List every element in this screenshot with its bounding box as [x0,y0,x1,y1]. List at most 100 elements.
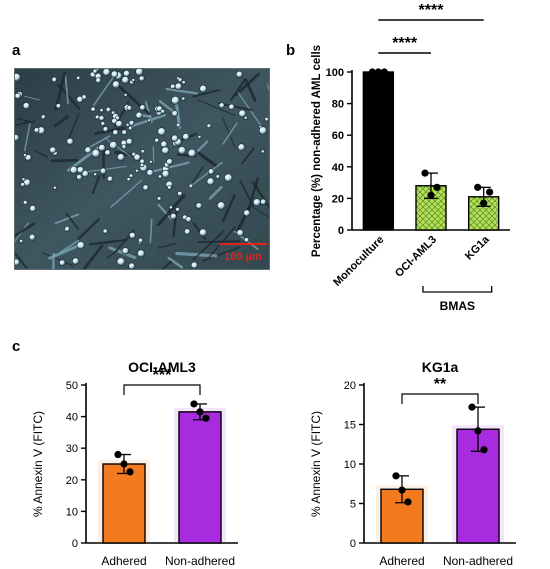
cell [146,169,154,177]
cell [104,149,111,156]
data-point [486,188,494,196]
cell-process [23,95,40,101]
cell [252,198,261,207]
group-bracket [422,286,493,293]
cell [98,115,105,122]
cell [121,76,130,84]
y-tick-label: 20 [344,380,356,392]
cell-process [192,230,225,261]
data-point [427,191,435,199]
significance-label: ** [434,376,447,393]
cell [156,196,162,201]
y-axis-label: % Annexin V (FITC) [309,411,323,517]
significance-label: **** [419,2,445,19]
y-tick-label: 0 [338,225,344,237]
data-point [433,183,441,191]
cell [135,111,143,119]
cell-process [255,208,269,218]
cell [128,232,136,239]
y-axis-label: Percentage (%) non-adhered AML cells [311,45,323,257]
y-tick-label: 20 [332,193,344,205]
cell [177,146,187,155]
cell [139,162,145,168]
data-point [468,403,476,411]
y-tick-label: 10 [344,459,356,471]
significance-label: *** [153,367,172,384]
cell [112,129,119,136]
cell-process [110,179,143,208]
cell [58,259,66,267]
cell-process [24,122,31,152]
cell-process [114,150,136,158]
cell [125,122,130,127]
cell [217,201,226,210]
cell [170,212,177,220]
y-tick-label: 0 [350,538,356,550]
cell [197,135,202,139]
cell [131,78,136,83]
cell [215,174,221,179]
cell [161,146,170,155]
cell-process [221,116,236,149]
cell-process [157,242,177,249]
panel-label-c: c [12,338,21,355]
cell [182,133,190,141]
cell-process [202,246,241,262]
cell [177,191,183,197]
cell-process [15,222,36,237]
cell-process [161,260,172,269]
y-axis-label: % Annexin V (FITC) [31,411,45,517]
cell [109,141,118,150]
x-tick-label: Adhered [379,554,424,568]
data-point [202,414,210,422]
cell-process [197,99,236,116]
data-point [404,498,412,506]
cell [137,249,145,258]
cell [102,126,109,133]
cell-process [237,91,262,126]
cell [115,120,123,128]
cell [181,80,186,85]
panel-label-b: b [286,42,296,59]
cell [171,110,179,117]
y-tick-label: 0 [72,538,78,550]
panel-label-a: a [12,42,21,59]
cell [149,159,153,164]
cell [29,205,37,213]
cell [160,140,168,148]
cell [238,109,247,118]
cell [168,205,173,210]
cell [128,173,134,179]
cell [171,134,179,142]
data-point [480,446,488,454]
cell-process [192,88,221,98]
cell [126,105,133,111]
cell-process [15,120,36,126]
cell [171,96,180,105]
scale-bar-label: 100 µm [224,251,262,263]
cell-process [54,72,67,111]
cell-process [15,252,28,269]
cell [110,70,119,78]
cell [15,134,20,142]
cell [140,149,145,154]
cell [20,182,26,187]
cell-process [266,83,269,92]
cell [135,168,140,173]
cell [64,226,70,232]
cell [106,175,114,182]
cell [15,92,21,100]
cell [93,172,98,177]
cell [260,149,265,154]
cell [52,185,57,190]
chart-title: OCI-AML3 [128,359,196,375]
cell [15,73,21,82]
cell [121,247,130,255]
micrograph-image: 100 µm [14,68,270,270]
data-point [474,183,482,191]
bar [178,411,222,544]
cell [184,228,191,235]
cell [167,185,172,190]
cell [123,93,128,97]
cell-process [222,122,238,145]
